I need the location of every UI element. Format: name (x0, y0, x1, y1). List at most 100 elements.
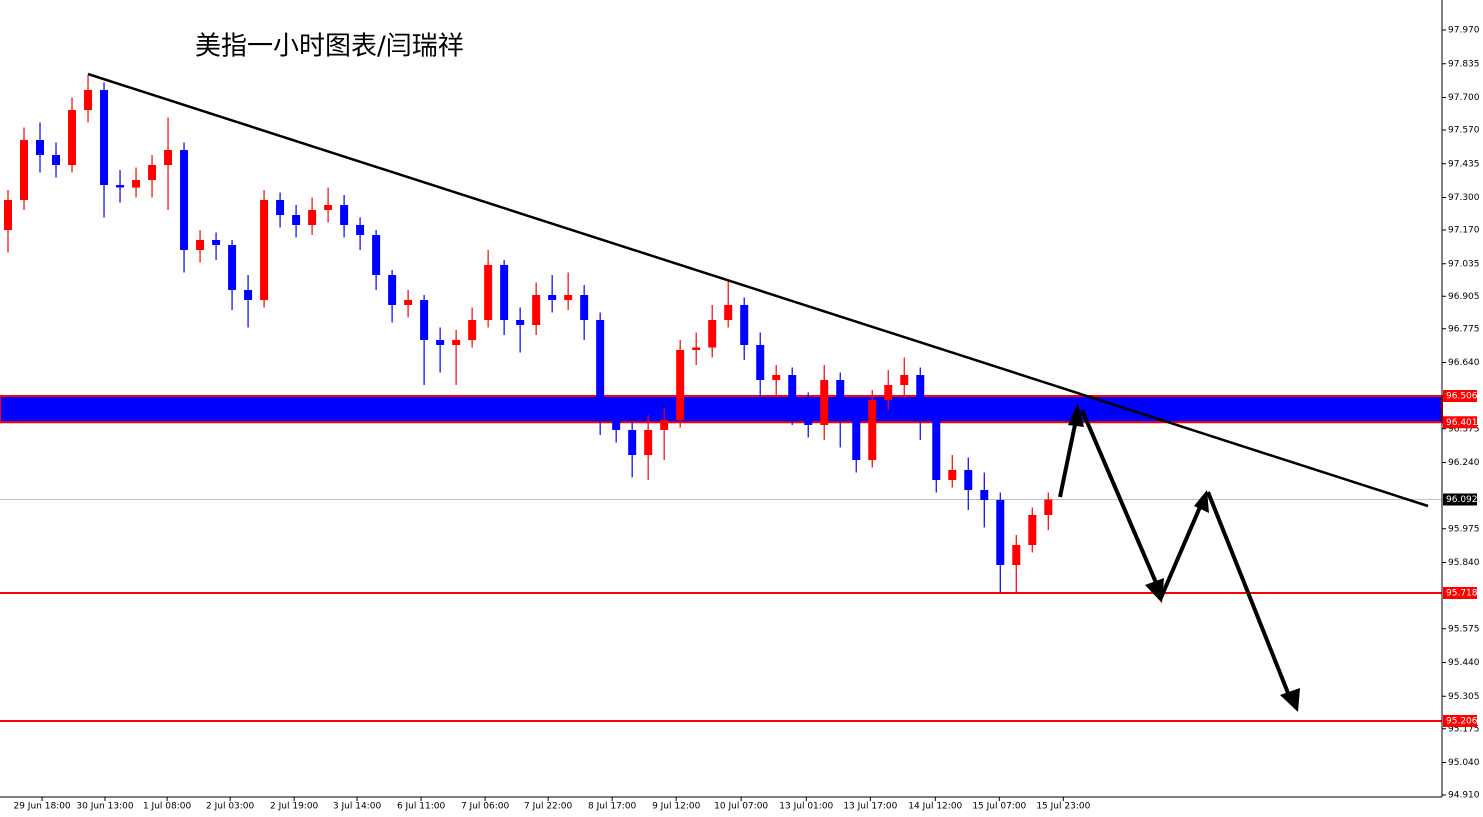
candle-body (1044, 499, 1053, 515)
candle-body (516, 320, 525, 325)
candle-body (628, 430, 637, 455)
candle-body (852, 420, 861, 460)
candle-body (52, 155, 61, 165)
candle-body (308, 210, 317, 225)
candle-body (180, 150, 189, 250)
price-label-box (1443, 715, 1477, 727)
candle-body (68, 110, 77, 165)
candle-body (596, 320, 605, 420)
candle-body (740, 305, 749, 345)
candle-body (612, 420, 621, 430)
candle-body (420, 300, 429, 340)
candle-body (452, 340, 461, 345)
y-tick-label: 97.170 (1448, 226, 1480, 236)
candle-body (388, 275, 397, 305)
candle-body (228, 245, 237, 290)
candle-body (948, 470, 957, 480)
candle-body (756, 345, 765, 380)
candle-body (196, 240, 205, 250)
candle-body (164, 150, 173, 165)
x-tick-label: 2 Jul 03:00 (206, 802, 255, 812)
x-tick-label: 30 Jun 13:00 (76, 802, 133, 812)
y-tick-label: 95.175 (1448, 724, 1480, 734)
y-tick-label: 97.035 (1448, 259, 1480, 269)
candle-body (836, 380, 845, 420)
y-tick-label: 97.300 (1448, 193, 1480, 203)
y-tick-label: 96.775 (1448, 324, 1480, 334)
candle-body (964, 470, 973, 490)
price-label: 96.401 (1446, 418, 1478, 428)
arrow (1080, 409, 1162, 593)
candle-body (132, 180, 141, 188)
y-tick-label: 96.905 (1448, 292, 1480, 302)
y-tick-label: 95.040 (1448, 758, 1480, 768)
chart-title: 美指一小时图表/闫瑞祥 (195, 32, 464, 62)
x-tick-label: 15 Jul 23:00 (1036, 802, 1090, 812)
y-tick-label: 97.570 (1448, 126, 1480, 136)
candle-body (580, 295, 589, 320)
candle-body (868, 400, 877, 460)
price-label: 96.506 (1446, 392, 1478, 402)
candle-body (404, 300, 413, 305)
arrow-head (1068, 403, 1084, 427)
y-tick-label: 95.305 (1448, 692, 1480, 702)
candle-body (100, 90, 109, 185)
x-tick-label: 8 Jul 17:00 (588, 802, 637, 812)
candle-body (244, 290, 253, 300)
x-tick-label: 13 Jul 01:00 (779, 802, 833, 812)
y-tick-label: 97.435 (1448, 159, 1480, 169)
candle-body (1012, 545, 1021, 565)
resistance-zone (0, 395, 1443, 424)
x-tick-label: 7 Jul 06:00 (461, 802, 510, 812)
candle-body (724, 305, 733, 320)
candle-body (820, 380, 829, 425)
x-tick-label: 15 Jul 07:00 (972, 802, 1026, 812)
arrow (1158, 499, 1205, 601)
y-tick-label: 96.640 (1448, 358, 1480, 368)
candle-body (500, 265, 509, 320)
x-tick-label: 29 Jun 18:00 (13, 802, 70, 812)
candle-body (4, 200, 13, 230)
y-tick-label: 95.575 (1448, 624, 1480, 634)
candle-body (148, 165, 157, 180)
price-label: 95.718 (1446, 589, 1478, 599)
candle-body (708, 320, 717, 348)
candle-body (916, 375, 925, 420)
x-tick-label: 13 Jul 17:00 (843, 802, 897, 812)
candle-body (996, 500, 1005, 565)
price-label-box (1443, 493, 1477, 506)
y-tick-label: 95.440 (1448, 658, 1480, 668)
candle-body (372, 235, 381, 275)
candle-body (884, 385, 893, 400)
y-tick-label: 96.375 (1448, 424, 1480, 434)
x-tick-label: 1 Jul 08:00 (143, 802, 192, 812)
y-tick-label: 97.835 (1448, 59, 1480, 69)
price-label-box (1443, 390, 1477, 402)
candle-body (932, 420, 941, 480)
candle-body (564, 295, 573, 300)
y-tick-label: 95.840 (1448, 558, 1480, 568)
candle-body (900, 375, 909, 385)
candle-body (84, 90, 93, 110)
price-label-box (1443, 416, 1477, 429)
candle-body (548, 295, 557, 300)
candle-body (484, 265, 493, 320)
x-tick-label: 2 Jul 19:00 (270, 802, 319, 812)
candle-body (276, 200, 285, 215)
candle-body (116, 185, 125, 188)
arrow-head (1280, 688, 1300, 712)
candle-body (1028, 515, 1037, 545)
candle-body (356, 225, 365, 235)
candle-body (340, 205, 349, 225)
candle-body (436, 340, 445, 345)
arrow-head (1194, 490, 1209, 513)
plot-area (0, 75, 1443, 722)
price-label-box (1443, 587, 1477, 599)
candle-body (468, 320, 477, 340)
candle-body (804, 400, 813, 425)
candle-body (292, 215, 301, 225)
candle-body (676, 350, 685, 420)
candle-body (660, 420, 669, 430)
